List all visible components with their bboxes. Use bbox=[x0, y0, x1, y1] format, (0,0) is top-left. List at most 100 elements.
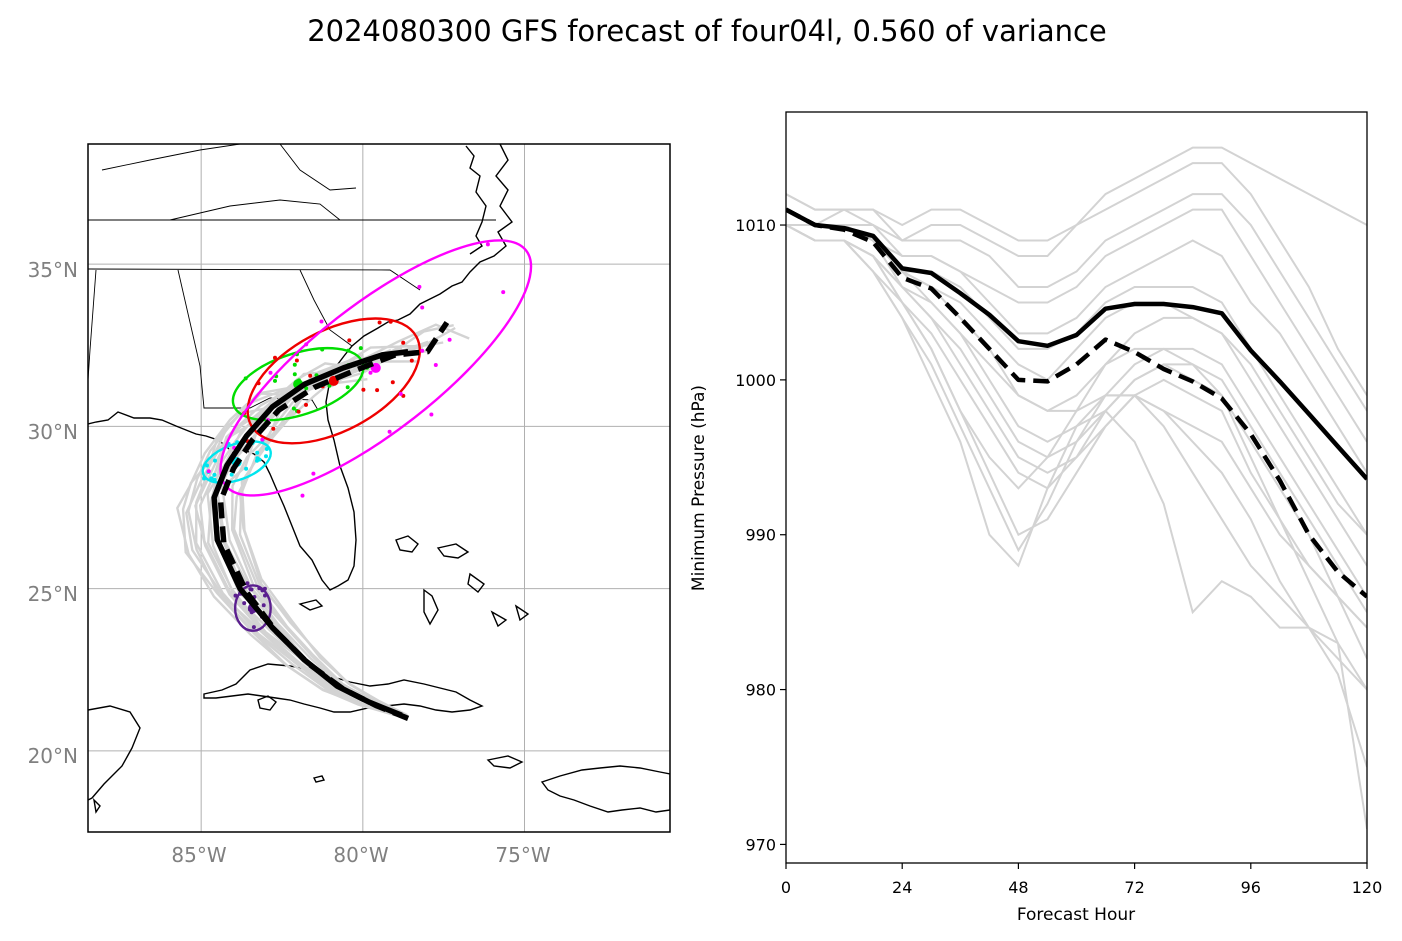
map-member-position-dot bbox=[485, 242, 490, 247]
map-member-position-dot bbox=[319, 319, 324, 324]
map-member-position-dot bbox=[245, 581, 250, 586]
map-longitude-labels: 85°W 80°W 75°W bbox=[171, 843, 550, 867]
uncertainty-ellipse-24h bbox=[233, 584, 272, 632]
map-mean-tracks bbox=[211, 320, 450, 721]
map-member-position-dot bbox=[304, 402, 308, 407]
map-member-position-dot bbox=[212, 472, 217, 477]
map-member-position-dot bbox=[249, 587, 254, 592]
y-tick-label: 1010 bbox=[735, 216, 776, 235]
map-member-position-dot bbox=[229, 472, 234, 477]
lat-tick-20n: 20°N bbox=[28, 744, 78, 768]
map-member-position-dot bbox=[255, 450, 260, 455]
x-tick-label: 120 bbox=[1352, 878, 1383, 897]
map-member-position-dot bbox=[311, 471, 316, 476]
map-member-track bbox=[232, 341, 444, 717]
lat-tick-30n: 30°N bbox=[28, 420, 78, 444]
pressure-member-line bbox=[786, 162, 1367, 396]
x-tick-label: 24 bbox=[892, 878, 912, 897]
map-member-position-dot bbox=[296, 409, 301, 414]
map-member-position-dot bbox=[255, 456, 260, 461]
x-axis-label: Forecast Hour bbox=[1017, 905, 1135, 925]
lat-tick-35n: 35°N bbox=[28, 258, 78, 282]
map-member-position-dot bbox=[271, 426, 276, 431]
map-coastlines bbox=[88, 144, 670, 814]
coastline-yucatan bbox=[88, 705, 141, 801]
map-member-position-dot bbox=[213, 458, 217, 463]
map-member-position-dot bbox=[251, 625, 256, 630]
pressure-chart-panel: 0 24 48 72 96 120 970 980 990 1000 1010 Forecast … bbox=[689, 111, 1382, 925]
x-tick-label: 96 bbox=[1241, 878, 1261, 897]
x-tick-label: 0 bbox=[781, 878, 791, 897]
map-member-position-dot bbox=[501, 290, 506, 295]
uncertainty-ellipse-96h bbox=[246, 317, 422, 445]
map-member-position-dot bbox=[264, 454, 268, 459]
map-member-position-dot bbox=[291, 406, 296, 411]
map-member-position-dot bbox=[327, 383, 332, 388]
lon-tick-75w: 75°W bbox=[495, 843, 550, 867]
map-member-position-dot bbox=[292, 372, 297, 377]
map-member-position-dot bbox=[345, 385, 350, 390]
y-axis-label: Minimum Pressure (hPa) bbox=[689, 385, 709, 591]
map-member-position-dot bbox=[398, 391, 403, 396]
map-member-position-dot bbox=[205, 463, 209, 468]
map-member-position-dot bbox=[377, 320, 382, 325]
map-member-position-dot bbox=[375, 388, 380, 393]
pressure-y-ticks: 970 980 990 1000 1010 bbox=[735, 216, 786, 854]
map-member-position-dot bbox=[433, 363, 438, 367]
map-member-position-dot bbox=[417, 284, 422, 289]
pressure-x-ticks: 0 24 48 72 96 120 bbox=[781, 863, 1382, 897]
x-tick-label: 72 bbox=[1124, 878, 1144, 897]
map-member-position-dot bbox=[387, 429, 392, 434]
map-member-position-dot bbox=[420, 305, 425, 310]
pressure-member-line bbox=[786, 208, 1367, 443]
x-tick-label: 48 bbox=[1008, 878, 1028, 897]
pressure-chart-frame bbox=[785, 111, 1368, 864]
coastline-jamaica bbox=[486, 755, 524, 769]
map-member-position-dot bbox=[420, 348, 425, 353]
map-member-position-dot bbox=[304, 386, 309, 391]
map-member-position-dot bbox=[273, 378, 277, 383]
map-member-position-dot bbox=[268, 370, 273, 375]
map-mean-track-dashed bbox=[217, 320, 450, 721]
map-member-position-dot bbox=[347, 338, 352, 343]
lat-tick-25n: 25°N bbox=[28, 582, 78, 606]
map-member-track bbox=[240, 323, 470, 717]
map-member-position-dot bbox=[242, 601, 247, 606]
map-gridlines bbox=[88, 144, 670, 832]
map-member-position-dot bbox=[260, 437, 265, 442]
map-member-position-dot bbox=[409, 358, 414, 363]
map-member-position-dot bbox=[273, 355, 277, 360]
map-latitude-labels: 35°N 30°N 25°N 20°N bbox=[28, 258, 78, 768]
map-member-position-dot bbox=[358, 346, 363, 351]
figure-title: 2024080300 GFS forecast of four04l, 0.56… bbox=[307, 14, 1107, 48]
map-member-position-dot bbox=[308, 373, 313, 378]
map-member-track bbox=[206, 353, 401, 717]
y-tick-label: 990 bbox=[745, 526, 776, 545]
coastline-us-east bbox=[88, 144, 513, 591]
map-member-position-dot bbox=[401, 340, 406, 345]
coastline-outer-banks bbox=[465, 145, 487, 255]
map-member-position-dot bbox=[292, 362, 297, 367]
coastline-hispaniola bbox=[540, 765, 670, 813]
coastline-small-islands bbox=[92, 775, 326, 814]
pressure-mean-line-dashed bbox=[786, 207, 1367, 599]
track-map-panel: 85°W 80°W 75°W 35°N 30°N 25°N 20°N bbox=[28, 143, 671, 867]
pressure-member-line bbox=[786, 224, 1367, 691]
lon-tick-85w: 85°W bbox=[171, 843, 226, 867]
pressure-member-line bbox=[786, 224, 1367, 830]
lon-tick-80w: 80°W bbox=[333, 843, 388, 867]
map-member-position-dot bbox=[447, 337, 452, 342]
map-member-track bbox=[187, 378, 397, 717]
map-member-position-dot bbox=[206, 469, 211, 474]
coastline-isla-juventud bbox=[257, 695, 277, 711]
uncertainty-ellipse-48h bbox=[201, 440, 272, 484]
y-tick-label: 1000 bbox=[735, 371, 776, 390]
map-member-position-dot bbox=[361, 387, 366, 392]
map-member-position-dot bbox=[244, 466, 249, 471]
map-member-position-dot bbox=[429, 412, 434, 417]
pressure-member-line bbox=[786, 193, 1367, 412]
map-member-position-dot bbox=[294, 358, 299, 363]
y-tick-label: 970 bbox=[745, 835, 776, 854]
map-member-position-dot bbox=[390, 380, 395, 385]
